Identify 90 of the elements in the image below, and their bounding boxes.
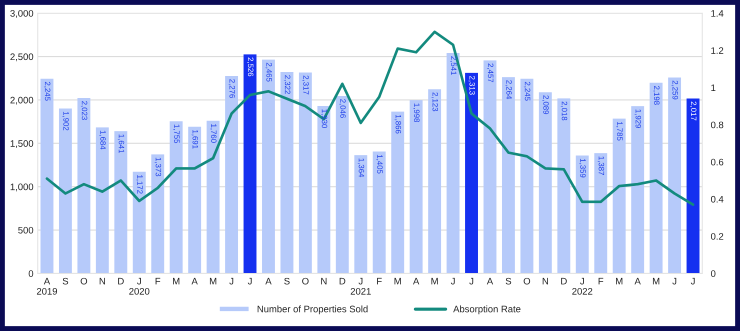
y-tick-label: 0 xyxy=(28,270,34,277)
bar xyxy=(410,100,423,274)
bar xyxy=(686,98,700,274)
x-tick-label: D xyxy=(561,278,567,284)
x-tick-label: J xyxy=(229,278,234,285)
x-tick-label: M xyxy=(173,278,180,284)
x-tick-label: A xyxy=(634,278,641,284)
bar xyxy=(576,156,589,274)
x-tick-label: J xyxy=(248,278,252,285)
bar xyxy=(484,60,496,274)
x-tick-label: F xyxy=(156,278,160,284)
bar xyxy=(114,131,128,274)
bar xyxy=(77,98,90,274)
legend-label: Absorption Rate xyxy=(453,305,520,314)
x-tick-label: J xyxy=(450,278,455,285)
x-tick-label: A 2019 xyxy=(36,278,58,295)
y2-tick-label: 0 xyxy=(710,270,716,277)
x-tick-label: M xyxy=(616,278,622,284)
bar xyxy=(280,72,294,274)
y2-tick-label: 0.4 xyxy=(710,196,724,203)
bar xyxy=(538,92,552,274)
y-tick-label: 1,500 xyxy=(10,140,34,148)
bar xyxy=(262,60,275,274)
bar xyxy=(188,126,202,274)
bar xyxy=(428,89,442,274)
y2-tick-label: 0.6 xyxy=(710,158,724,166)
bar xyxy=(372,152,386,274)
bar xyxy=(354,155,368,274)
x-tick-label: A xyxy=(413,278,420,284)
x-tick-label: N xyxy=(542,278,548,284)
x-tick-label: S xyxy=(284,278,290,285)
y-tick-label: 2,000 xyxy=(10,96,34,105)
x-tick-label: A xyxy=(192,278,198,284)
bar xyxy=(132,172,146,274)
bar xyxy=(336,96,349,274)
bar xyxy=(151,154,164,274)
x-tick-label: S xyxy=(506,278,512,285)
legend-label: Number of Properties Sold xyxy=(258,305,368,314)
x-tick-label: J 2020 xyxy=(129,278,150,295)
x-tick-label: O xyxy=(80,278,88,285)
y2-tick-label: 0.2 xyxy=(710,233,724,240)
x-tick-label: J xyxy=(690,278,695,285)
y2-tick-label: 0.8 xyxy=(710,122,724,128)
bar xyxy=(96,127,109,274)
x-tick-label: O xyxy=(524,278,530,285)
bar xyxy=(58,108,72,274)
x-tick-label: A xyxy=(486,278,494,284)
x-tick-label: J xyxy=(672,278,676,285)
y-tick-label: 500 xyxy=(18,226,34,234)
bar xyxy=(594,153,608,274)
x-tick-label: M xyxy=(652,278,660,284)
bar xyxy=(446,53,460,274)
x-tick-label: O xyxy=(302,278,309,285)
x-tick-label: M xyxy=(431,278,438,284)
x-tick-label: F xyxy=(598,278,604,284)
x-tick-label: A xyxy=(265,278,272,284)
y2-tick-label: 1.2 xyxy=(711,47,724,54)
bar xyxy=(631,106,644,274)
bar xyxy=(244,54,256,274)
x-tick-label: S xyxy=(62,278,68,285)
bar xyxy=(520,78,534,274)
bar xyxy=(298,72,312,274)
x-tick-label: M xyxy=(394,278,401,284)
x-tick-label: F xyxy=(377,278,382,284)
y2-tick-label: 1 xyxy=(711,84,716,91)
y2-tick-label: 1.4 xyxy=(711,10,724,17)
y-tick-label: 1,000 xyxy=(10,184,34,192)
y-tick-label: 3,000 xyxy=(10,10,34,18)
bar xyxy=(170,121,183,274)
line-series xyxy=(46,30,694,206)
bar xyxy=(206,120,220,274)
x-tick-label: J xyxy=(469,278,474,285)
x-tick-label: J 2022 xyxy=(572,278,592,295)
bar xyxy=(650,82,663,274)
bar xyxy=(391,112,404,274)
y-tick-label: 2,500 xyxy=(10,53,34,62)
bar xyxy=(502,77,515,274)
bar xyxy=(40,78,54,274)
bar xyxy=(317,106,330,274)
bar xyxy=(465,72,478,274)
x-tick-label: J 2021 xyxy=(350,278,371,295)
bar xyxy=(612,118,626,274)
x-tick-label: M xyxy=(210,278,216,284)
bar xyxy=(557,98,570,274)
x-tick-label: N xyxy=(321,278,326,284)
x-tick-label: D xyxy=(118,278,124,284)
bar xyxy=(668,78,682,274)
x-tick-label: D xyxy=(340,278,346,284)
x-tick-label: N xyxy=(100,278,105,284)
bar xyxy=(225,76,238,274)
